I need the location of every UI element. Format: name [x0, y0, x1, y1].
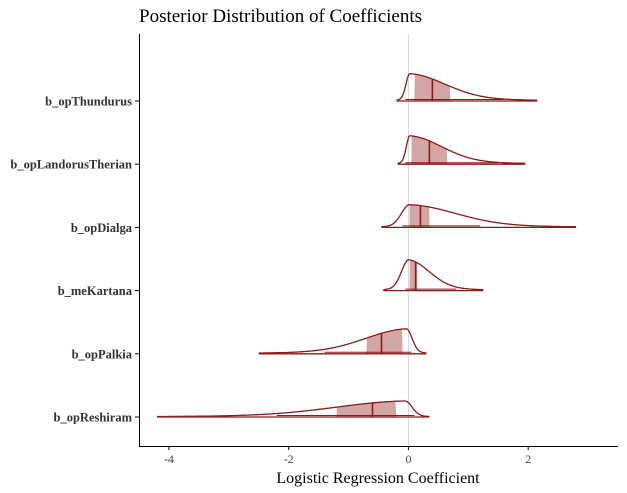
y-tick-label: b_meKartana — [58, 284, 133, 298]
ridge-b_opDialga — [381, 204, 577, 229]
ridges — [156, 73, 577, 418]
chart-title: Posterior Distribution of Coefficients — [139, 6, 422, 27]
density-curve-b_opReshiram — [157, 400, 430, 418]
interval-50-b_opDialga — [409, 204, 430, 228]
x-ticks: -4 -2 0 2 — [164, 446, 531, 466]
y-tick-label: b_opPalkia — [72, 347, 133, 361]
y-tick-label: b_opReshiram — [54, 411, 133, 425]
x-tick-label: 0 — [405, 452, 411, 466]
density-curve-b_opDialga — [381, 204, 577, 228]
x-tick-label: -2 — [284, 452, 294, 466]
ridge-b_opReshiram — [156, 400, 430, 418]
y-ticks: b_opThundurus b_opLandorusTherian b_opDial… — [10, 95, 139, 425]
y-tick-label: b_opDialga — [71, 221, 133, 235]
x-tick-label: 2 — [525, 452, 531, 466]
density-curve-b_opThundurus — [396, 73, 538, 101]
ridge-b_opPalkia — [258, 328, 427, 355]
density-curve-b_opPalkia — [258, 328, 427, 354]
interval-50-b_opReshiram — [336, 401, 397, 417]
ridge-b_opThundurus — [396, 73, 538, 102]
x-tick-label: -4 — [164, 452, 174, 466]
ridge-b_opLandorusTherian — [397, 135, 526, 165]
x-axis-label: Logistic Regression Coefficient — [276, 470, 480, 487]
y-tick-label: b_opLandorusTherian — [10, 158, 132, 172]
ridge-b_meKartana — [383, 259, 484, 292]
density-curve-b_meKartana — [383, 259, 484, 291]
density-curve-b_opLandorusTherian — [397, 135, 526, 164]
y-tick-label: b_opThundurus — [45, 95, 132, 109]
